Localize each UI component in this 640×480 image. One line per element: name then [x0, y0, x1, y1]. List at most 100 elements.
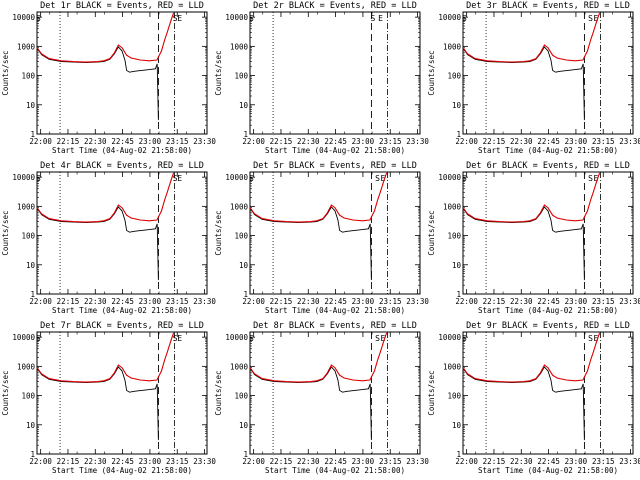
panel-title: Det 5r BLACK = Events, RED = LLD: [253, 161, 417, 171]
y-tick-label: 10: [26, 421, 36, 430]
x-tick-label: 23:15: [592, 457, 615, 466]
x-tick-label: 22:00: [29, 457, 52, 466]
events-series-line: [249, 206, 372, 281]
plot-frame: [36, 11, 208, 135]
saa-marker-s: S: [36, 14, 41, 23]
x-tick-label: 22:15: [57, 137, 80, 146]
saa-marker-s: S: [36, 334, 41, 343]
plot-frame: [462, 11, 634, 135]
y-tick-label: 1000: [230, 362, 249, 371]
saa-marker-s: S: [462, 174, 467, 183]
y-tick-label: 1: [30, 130, 35, 139]
plot-frame: [249, 331, 421, 455]
x-tick-label: 23:00: [565, 457, 588, 466]
lld-series-line: [462, 172, 601, 223]
y-axis-label: Counts/sec: [1, 210, 10, 255]
y-tick-label: 10: [239, 421, 249, 430]
y-tick-label: 10: [452, 261, 462, 270]
plot-frame: [36, 331, 208, 455]
x-tick-label: 23:00: [352, 297, 375, 306]
y-axis-label: Counts/sec: [427, 50, 436, 95]
x-tick-label: 22:00: [455, 297, 478, 306]
x-tick-label: 22:15: [270, 457, 293, 466]
y-tick-label: 1000: [443, 362, 462, 371]
x-tick-label: 23:30: [619, 297, 640, 306]
x-tick-label: 22:45: [111, 297, 134, 306]
saa-marker-e: E: [378, 14, 383, 23]
saa-marker-e: E: [594, 14, 599, 23]
saa-marker-e: E: [177, 174, 182, 183]
saa-marker-s: S: [462, 14, 467, 23]
lld-series-line: [462, 12, 601, 63]
x-tick-label: 23:15: [592, 297, 615, 306]
x-tick-label: 23:30: [193, 457, 216, 466]
y-axis-label: Counts/sec: [427, 370, 436, 415]
panel-det-1: Det 1r BLACK = Events, RED = LLD 1 10 100 10…: [1, 1, 216, 155]
saa-marker-e: E: [177, 334, 182, 343]
y-tick-label: 10: [452, 421, 462, 430]
y-tick-label: 10: [26, 261, 36, 270]
x-tick-label: 22:45: [111, 137, 134, 146]
saa-marker-s: S: [588, 14, 593, 23]
events-series-line: [462, 366, 585, 441]
y-tick-label: 100: [447, 232, 461, 241]
events-series-line: [249, 366, 372, 441]
x-tick-label: 22:00: [455, 137, 478, 146]
x-tick-label: 22:00: [242, 457, 265, 466]
panel-det-4: Det 4r BLACK = Events, RED = LLD 1 10 100 10…: [1, 161, 216, 315]
plot-frame: [249, 11, 421, 135]
y-tick-label: 10000: [438, 333, 461, 342]
x-tick-label: 22:45: [111, 457, 134, 466]
y-tick-label: 10000: [225, 333, 248, 342]
saa-marker-e: E: [381, 174, 386, 183]
lld-series-line: [36, 172, 175, 223]
y-axis-label: Counts/sec: [214, 50, 223, 95]
x-tick-label: 22:30: [297, 457, 320, 466]
saa-marker-e: E: [594, 334, 599, 343]
saa-marker-s: S: [249, 334, 254, 343]
panel-title: Det 2r BLACK = Events, RED = LLD: [253, 1, 417, 11]
lld-series-line: [36, 332, 175, 383]
x-axis-label: Start Time (04-Aug-02 21:58:00): [478, 466, 618, 475]
saa-marker-s: S: [249, 174, 254, 183]
x-tick-label: 22:30: [510, 297, 533, 306]
x-tick-label: 22:00: [242, 297, 265, 306]
panel-det-3: Det 3r BLACK = Events, RED = LLD 1 10 100 10…: [427, 1, 640, 155]
events-series-line: [462, 206, 585, 281]
x-tick-label: 23:00: [565, 297, 588, 306]
x-tick-label: 22:00: [242, 137, 265, 146]
x-tick-label: 23:00: [565, 137, 588, 146]
y-axis-label: Counts/sec: [214, 210, 223, 255]
x-tick-label: 22:45: [537, 137, 560, 146]
panel-title: Det 6r BLACK = Events, RED = LLD: [466, 161, 630, 171]
x-tick-label: 22:30: [297, 297, 320, 306]
x-tick-label: 23:00: [352, 137, 375, 146]
y-tick-label: 10: [26, 101, 36, 110]
x-tick-label: 23:30: [406, 457, 429, 466]
events-series-line: [462, 46, 585, 121]
y-tick-label: 100: [21, 392, 35, 401]
x-axis-label: Start Time (04-Aug-02 21:58:00): [265, 306, 405, 315]
y-tick-label: 1000: [443, 42, 462, 51]
plot-frame: [249, 171, 421, 295]
x-tick-label: 23:15: [379, 137, 402, 146]
saa-marker-s: S: [375, 334, 380, 343]
plot-frame: [462, 171, 634, 295]
y-tick-label: 10000: [225, 173, 248, 182]
y-axis-label: Counts/sec: [1, 370, 10, 415]
panel-title: Det 9r BLACK = Events, RED = LLD: [466, 321, 630, 331]
x-tick-label: 22:15: [57, 297, 80, 306]
panel-det-6: Det 6r BLACK = Events, RED = LLD 1 10 100 10…: [427, 161, 640, 315]
y-tick-label: 10000: [438, 13, 461, 22]
x-tick-label: 23:15: [166, 137, 189, 146]
x-tick-label: 22:15: [57, 457, 80, 466]
x-tick-label: 23:00: [139, 137, 162, 146]
x-tick-label: 23:00: [139, 457, 162, 466]
plot-frame: [462, 331, 634, 455]
y-tick-label: 1: [243, 130, 248, 139]
saa-marker-s: S: [375, 174, 380, 183]
events-series-line: [36, 206, 159, 281]
saa-marker-s: S: [462, 334, 467, 343]
lld-series-line: [249, 172, 388, 223]
x-axis-label: Start Time (04-Aug-02 21:58:00): [265, 466, 405, 475]
